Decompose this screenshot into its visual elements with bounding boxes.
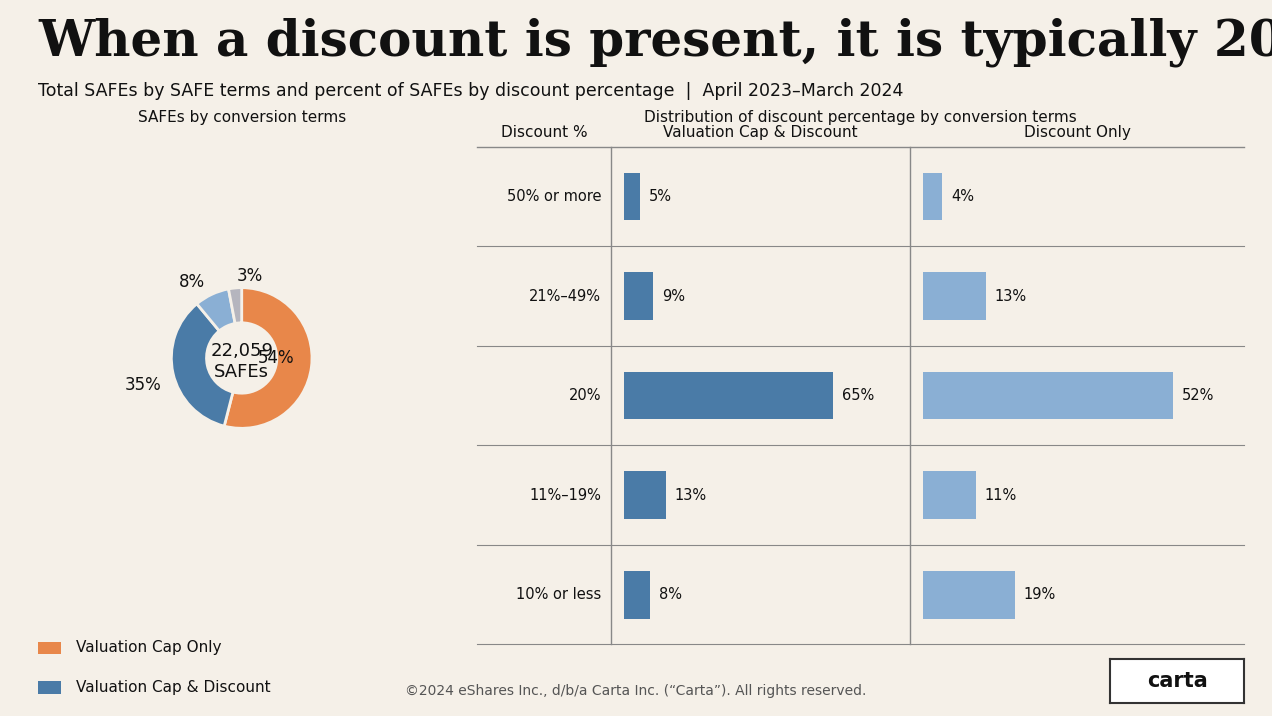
Text: 19%: 19%: [1024, 587, 1056, 602]
Text: Valuation Cap & Discount: Valuation Cap & Discount: [664, 125, 859, 140]
Text: Discount Only: Discount Only: [1024, 125, 1131, 140]
Text: carta: carta: [1147, 671, 1207, 691]
Text: 50% or more: 50% or more: [506, 189, 602, 204]
Text: 4%: 4%: [951, 189, 974, 204]
Wedge shape: [229, 288, 242, 324]
Text: 65%: 65%: [842, 388, 874, 403]
Text: 35%: 35%: [125, 376, 162, 394]
Text: 8%: 8%: [659, 587, 682, 602]
Text: ©2024 eShares Inc., d/b/a Carta Inc. (“Carta”). All rights reserved.: ©2024 eShares Inc., d/b/a Carta Inc. (“C…: [406, 684, 866, 698]
Text: 22,059: 22,059: [210, 342, 273, 360]
Text: 8%: 8%: [179, 273, 205, 291]
Text: 11%: 11%: [985, 488, 1018, 503]
Text: 13%: 13%: [995, 289, 1027, 304]
Text: 52%: 52%: [1182, 388, 1215, 403]
Wedge shape: [172, 304, 233, 426]
Text: Total SAFEs by SAFE terms and percent of SAFEs by discount percentage  |  April : Total SAFEs by SAFE terms and percent of…: [38, 82, 903, 100]
Text: SAFEs: SAFEs: [214, 363, 270, 381]
Text: 10% or less: 10% or less: [516, 587, 602, 602]
Text: 20%: 20%: [569, 388, 602, 403]
Text: 11%–19%: 11%–19%: [529, 488, 602, 503]
Text: 5%: 5%: [649, 189, 672, 204]
Text: When a discount is present, it is typically 20%: When a discount is present, it is typica…: [38, 18, 1272, 67]
Text: 21%–49%: 21%–49%: [529, 289, 602, 304]
Text: 9%: 9%: [661, 289, 684, 304]
Text: 13%: 13%: [674, 488, 707, 503]
Text: Distribution of discount percentage by conversion terms: Distribution of discount percentage by c…: [644, 110, 1077, 125]
Text: 3%: 3%: [237, 267, 263, 286]
Text: SAFEs by conversion terms: SAFEs by conversion terms: [137, 110, 346, 125]
Wedge shape: [224, 288, 312, 428]
Text: Discount %: Discount %: [501, 125, 588, 140]
Text: Valuation Cap Only: Valuation Cap Only: [76, 641, 221, 655]
Wedge shape: [197, 289, 235, 331]
Text: Valuation Cap & Discount: Valuation Cap & Discount: [76, 680, 271, 695]
Text: 54%: 54%: [257, 349, 294, 367]
